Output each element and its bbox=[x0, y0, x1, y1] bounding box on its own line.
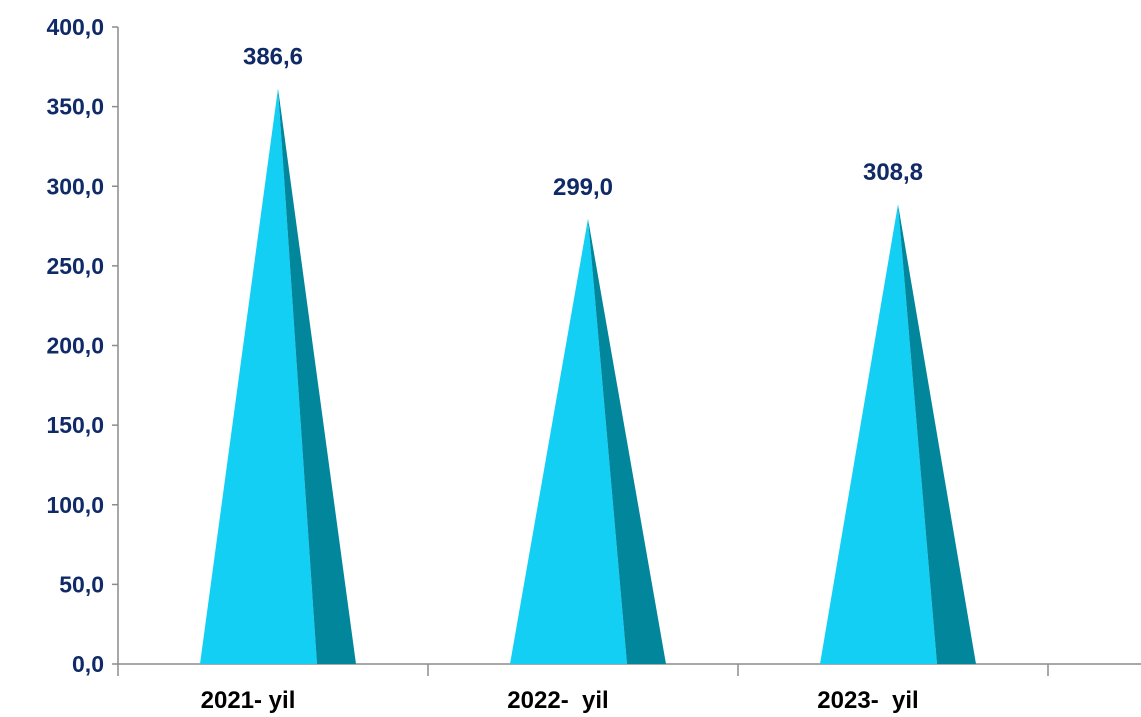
bar-dark-face bbox=[588, 218, 666, 665]
y-tick-label: 0,0 bbox=[72, 651, 104, 677]
y-axis: 0,0 50,0 100,0 150,0 200,0 250,0 300,0 350,0 400… bbox=[46, 14, 119, 677]
y-tick-label: 100,0 bbox=[46, 492, 104, 518]
x-category-label: 2022- yil bbox=[507, 687, 608, 714]
bar-value-label: 299,0 bbox=[553, 174, 613, 201]
y-tick-label: 50,0 bbox=[59, 571, 104, 597]
bar-light-face bbox=[510, 218, 627, 665]
x-axis: 2021- yil 2022- yil 2023- yil bbox=[117, 663, 1141, 714]
y-tick-label: 350,0 bbox=[46, 94, 104, 120]
bar-dark-face bbox=[278, 88, 356, 665]
bar-value-label: 308,8 bbox=[863, 159, 923, 186]
y-tick-label: 400,0 bbox=[46, 14, 104, 40]
y-tick-label: 250,0 bbox=[46, 253, 104, 279]
bars bbox=[200, 88, 976, 665]
data-labels: 386,6 299,0 308,8 bbox=[243, 43, 923, 200]
y-tick-label: 300,0 bbox=[46, 173, 104, 199]
bar-value-label: 386,6 bbox=[243, 43, 303, 70]
x-category-label: 2023- yil bbox=[817, 687, 918, 714]
y-tick-label: 150,0 bbox=[46, 412, 104, 438]
x-category-label: 2021- yil bbox=[201, 687, 296, 714]
y-tick-label: 200,0 bbox=[46, 333, 104, 359]
bar-dark-face bbox=[898, 204, 976, 664]
